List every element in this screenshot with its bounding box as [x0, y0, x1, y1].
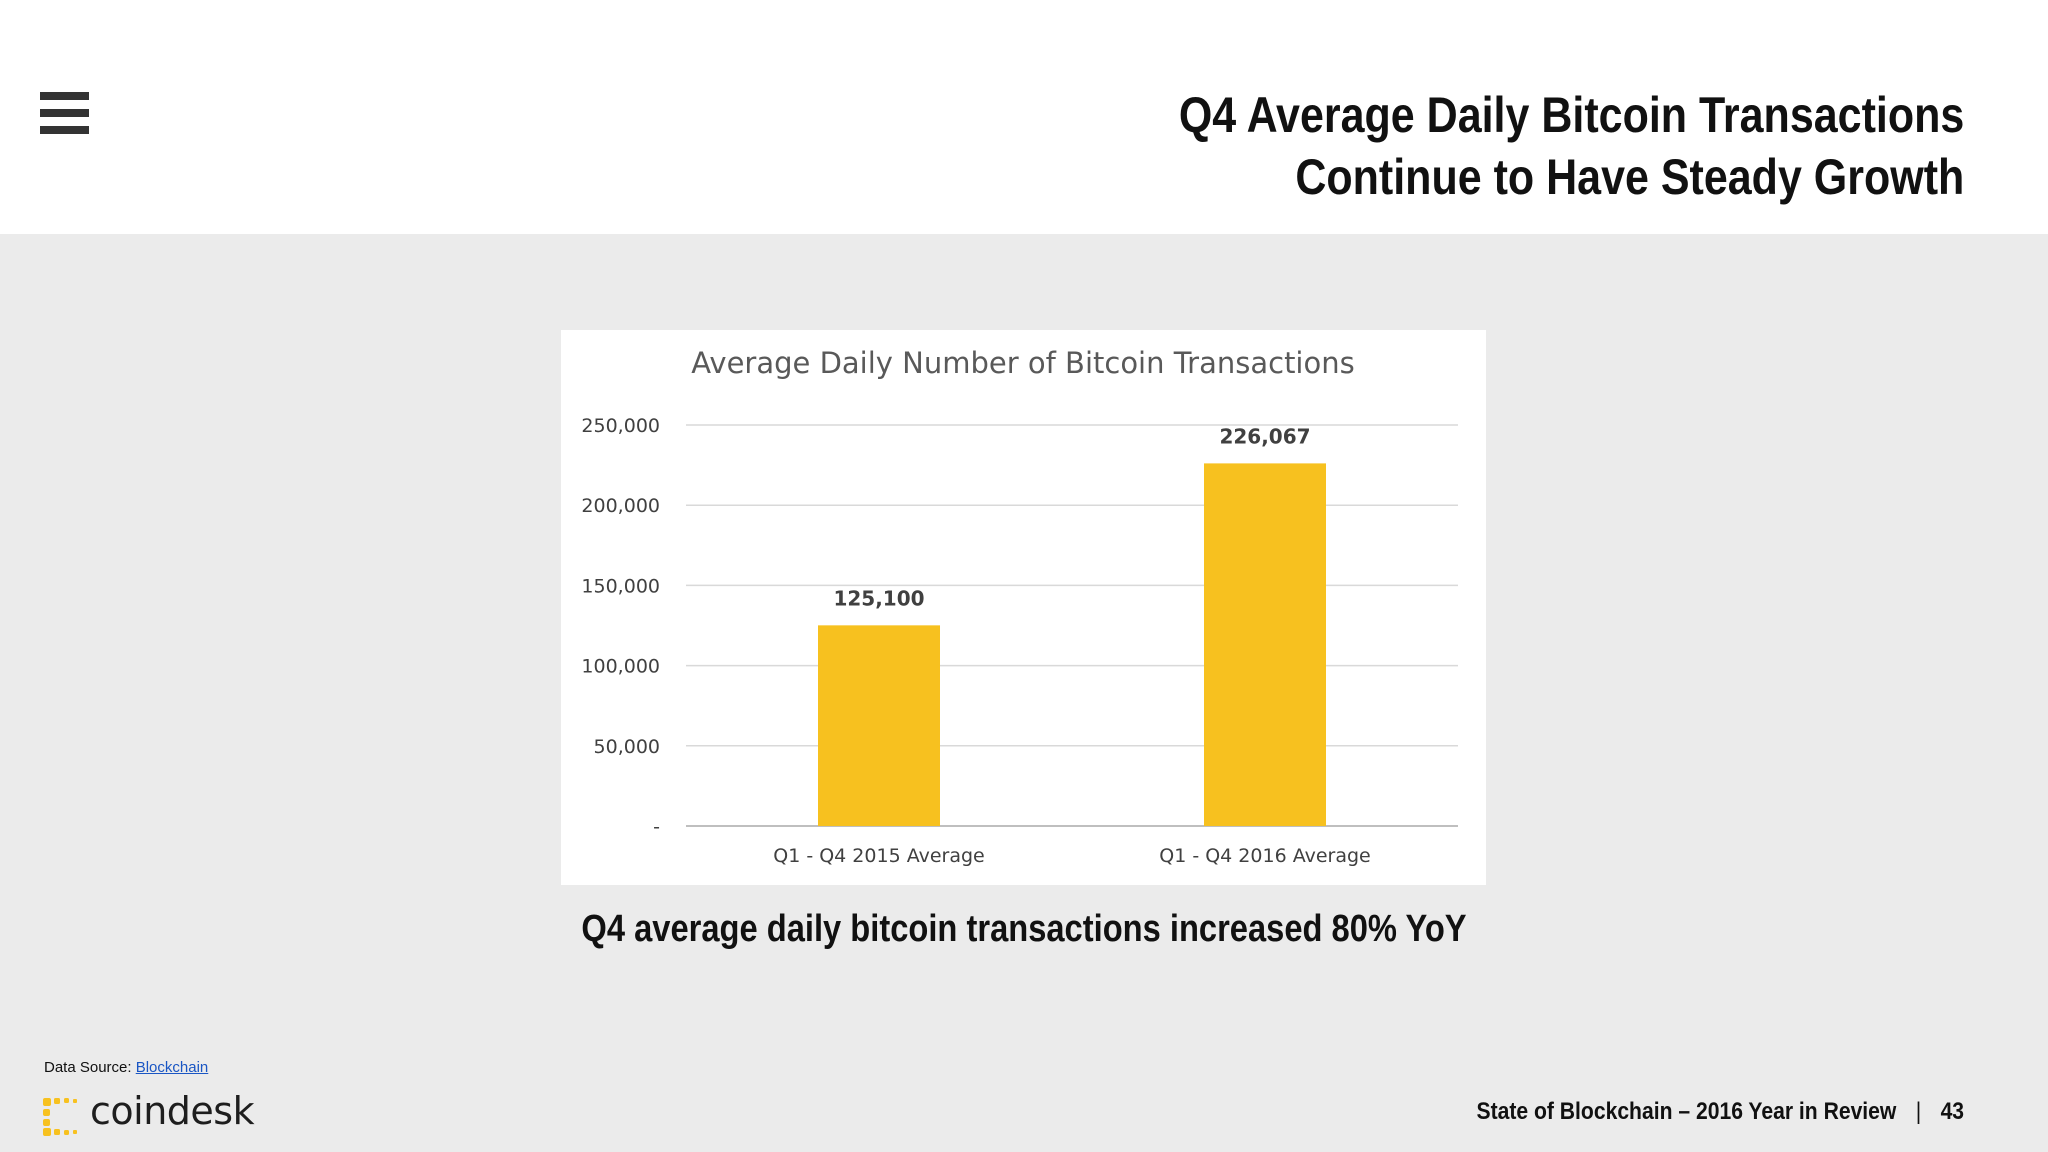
slide-caption: Q4 average daily bitcoin transactions in… — [581, 908, 1467, 950]
chart-panel: Average Daily Number of Bitcoin Transact… — [561, 330, 1486, 885]
coindesk-logo-icon — [43, 1098, 77, 1136]
chart-title: Average Daily Number of Bitcoin Transact… — [691, 346, 1354, 380]
slide-header: Q4 Average Daily Bitcoin Transactions Co… — [0, 0, 2048, 234]
bar-1 — [818, 625, 940, 826]
footer-separator: | — [1915, 1098, 1922, 1125]
slide-footer: State of Blockchain – 2016 Year in Revie… — [1476, 1098, 1964, 1126]
data-source-label: Data Source: — [44, 1059, 132, 1076]
x-tick-label: Q1 - Q4 2016 Average — [1159, 845, 1370, 867]
y-tick-label: 200,000 — [581, 495, 660, 517]
data-source-link[interactable]: Blockchain — [135, 1059, 209, 1076]
y-tick-label: 100,000 — [581, 656, 660, 678]
slide-title-line-1: Q4 Average Daily Bitcoin Transactions — [1178, 87, 1964, 143]
footer-text: State of Blockchain – 2016 Year in Revie… — [1476, 1098, 1897, 1125]
y-tick-label: 50,000 — [594, 736, 660, 758]
y-tick-label: - — [653, 816, 660, 838]
bar-chart: Average Daily Number of Bitcoin Transact… — [581, 346, 1458, 867]
hamburger-menu-icon[interactable] — [40, 92, 89, 134]
logo-wordmark: coindesk — [90, 1089, 255, 1133]
bar-2 — [1204, 463, 1326, 826]
slide-title-line-2: Continue to Have Steady Growth — [1295, 149, 1964, 205]
y-tick-label: 250,000 — [581, 415, 660, 437]
page-number: 43 — [1940, 1098, 1964, 1125]
x-tick-label: Q1 - Q4 2015 Average — [773, 845, 984, 867]
data-label: 125,100 — [833, 586, 924, 610]
data-label: 226,067 — [1219, 424, 1310, 448]
slide-title: Q4 Average Daily Bitcoin Transactions Co… — [1179, 84, 1964, 208]
y-tick-label: 150,000 — [581, 575, 660, 597]
data-source: Data Source: Blockchain — [44, 1059, 208, 1076]
